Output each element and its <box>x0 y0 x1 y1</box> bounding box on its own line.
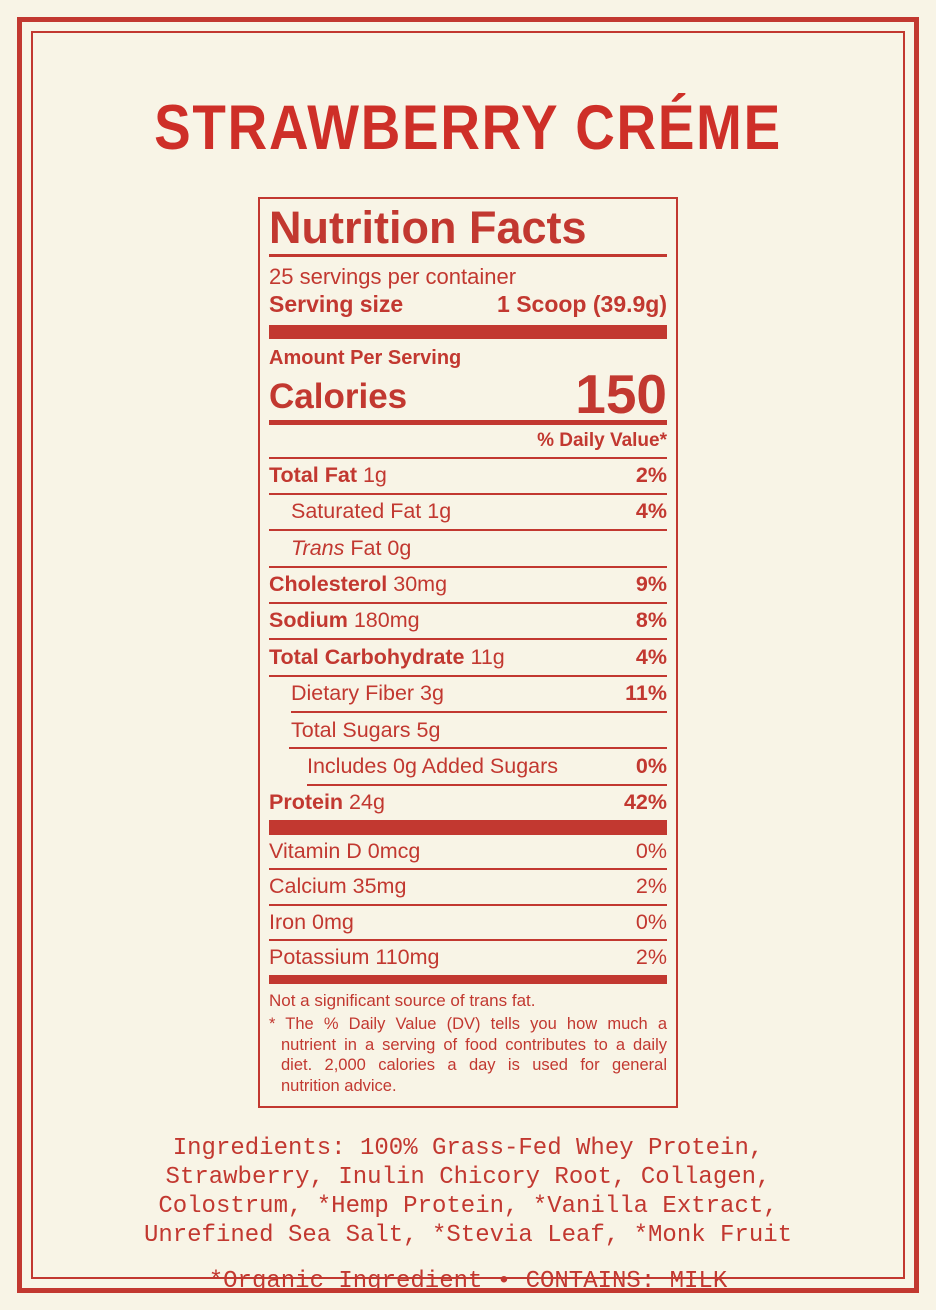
vitamin-row: Iron 0mg 0% <box>269 906 667 939</box>
amount-per-serving-label: Amount Per Serving <box>269 346 462 369</box>
ingredients-list: Ingredients: 100% Grass-Fed Whey Protein… <box>0 1134 936 1250</box>
nutrient-row: Saturated Fat 1g 4% <box>269 495 667 529</box>
medium-divider <box>269 974 667 984</box>
nutrition-facts-panel: Nutrition Facts 25 servings per containe… <box>258 197 678 1109</box>
calories-value: 150 <box>575 362 667 425</box>
nutrient-name: Cholesterol 30mg <box>269 572 448 597</box>
daily-value-percent: 8% <box>635 608 667 633</box>
daily-value-percent: 42% <box>623 790 667 815</box>
nutrient-name: Saturated Fat 1g <box>291 499 452 524</box>
nutrient-row: Sodium 180mg 8% <box>269 604 667 638</box>
trans-fat-footnote: Not a significant source of trans fat. <box>269 990 536 1010</box>
divider <box>289 747 667 750</box>
divider <box>269 529 667 532</box>
servings-per-container: 25 servings per container <box>269 263 517 289</box>
divider <box>269 674 667 677</box>
divider <box>269 939 667 942</box>
nutrient-rows: Total Fat 1g 2% Saturated Fat 1g 4% Trans Fa… <box>269 459 667 821</box>
nutrient-row: Total Fat 1g 2% <box>269 459 667 493</box>
thick-divider <box>269 820 667 836</box>
serving-size-value: 1 Scoop (39.9g) <box>497 291 667 318</box>
calories-label: Calories <box>269 376 408 416</box>
daily-value-percent: 2% <box>635 874 667 899</box>
divider <box>269 253 667 257</box>
nutrient-name: Total Sugars 5g <box>291 717 441 742</box>
divider <box>269 601 667 604</box>
divider <box>269 419 667 425</box>
serving-size-label: Serving size <box>269 291 404 318</box>
nutrition-facts-heading: Nutrition Facts <box>269 202 587 253</box>
nutrient-name: Vitamin D 0mcg <box>269 839 421 864</box>
ingredients-line: Ingredients: 100% Grass-Fed Whey Protein… <box>172 1135 764 1163</box>
allergen-statement: *Organic Ingredient • CONTAINS: MILK <box>208 1268 728 1296</box>
nutrient-name: Total Carbohydrate 11g <box>269 644 505 669</box>
divider <box>269 492 667 495</box>
vitamin-rows: Vitamin D 0mcg 0% Calcium 35mg 2% Iron 0mg 0%… <box>269 835 667 974</box>
nutrient-row: Dietary Fiber 3g 11% <box>269 677 667 711</box>
daily-value-percent: 0% <box>635 753 667 778</box>
divider <box>307 783 667 786</box>
vitamin-row: Vitamin D 0mcg 0% <box>269 835 667 868</box>
daily-value-percent: 0% <box>635 909 667 934</box>
nutrient-row: Includes 0g Added Sugars 0% <box>269 749 667 783</box>
nutrient-name: Includes 0g Added Sugars <box>307 753 559 778</box>
ingredients-line: Colostrum, *Hemp Protein, *Vanilla Extra… <box>158 1193 778 1221</box>
daily-value-percent: 4% <box>635 644 667 669</box>
ingredients-line: Strawberry, Inulin Chicory Root, Collage… <box>165 1164 771 1192</box>
nutrient-name: Iron 0mg <box>269 909 354 934</box>
nutrient-row: Total Carbohydrate 11g 4% <box>269 640 667 674</box>
daily-value-percent: 9% <box>635 572 667 597</box>
nutrient-name: Potassium 110mg <box>269 945 440 970</box>
divider <box>269 638 667 641</box>
nutrient-name: Protein 24g <box>269 790 385 815</box>
daily-value-percent: 0% <box>635 839 667 864</box>
nutrient-row: Protein 24g 42% <box>269 786 667 820</box>
nutrient-name: Sodium 180mg <box>269 608 420 633</box>
vitamin-row: Potassium 110mg 2% <box>269 941 667 974</box>
divider <box>269 903 667 906</box>
nutrient-name: Dietary Fiber 3g <box>291 681 444 706</box>
daily-value-footnote: * The % Daily Value (DV) tells you how m… <box>269 1014 667 1095</box>
divider <box>269 868 667 871</box>
ingredients-line: Unrefined Sea Salt, *Stevia Leaf, *Monk … <box>143 1222 793 1250</box>
nutrient-name: Total Fat 1g <box>269 463 387 488</box>
daily-value-header: % Daily Value* <box>269 425 667 459</box>
daily-value-percent: 2% <box>635 945 667 970</box>
thick-divider <box>269 324 667 339</box>
daily-value-percent: 2% <box>635 463 667 488</box>
nutrient-row: Trans Fat 0g <box>269 531 667 565</box>
daily-value-percent: 11% <box>625 681 667 706</box>
vitamin-row: Calcium 35mg 2% <box>269 870 667 903</box>
nutrient-name: Trans Fat 0g <box>291 535 412 560</box>
calories-row: Calories 150 <box>269 362 667 425</box>
divider <box>269 565 667 568</box>
divider <box>291 711 667 714</box>
nutrient-row: Cholesterol 30mg 9% <box>269 568 667 602</box>
serving-size-row: Serving size 1 Scoop (39.9g) <box>269 289 667 319</box>
daily-value-percent: 4% <box>635 499 667 524</box>
nutrient-name: Calcium 35mg <box>269 874 407 899</box>
nutrient-row: Total Sugars 5g <box>269 713 667 747</box>
product-title: STRAWBERRY CRÉME <box>154 93 782 163</box>
